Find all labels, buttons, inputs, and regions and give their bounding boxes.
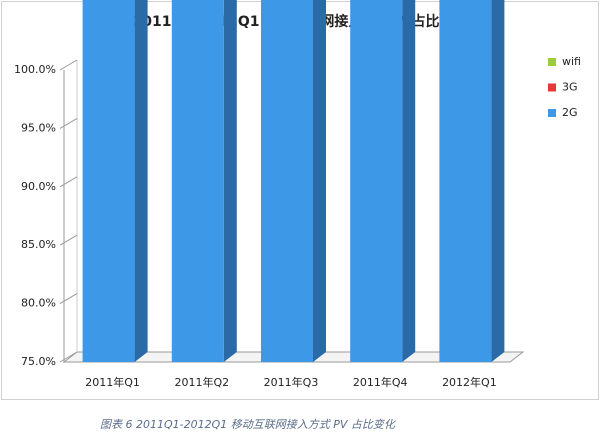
legend-swatch	[548, 58, 556, 66]
bar	[439, 0, 492, 362]
bar	[82, 0, 135, 362]
bar-side	[491, 0, 505, 362]
bar-side	[313, 0, 326, 362]
bar-side	[223, 0, 237, 362]
x-tick-label: 2011年Q4	[353, 375, 408, 389]
y-tick-label: 95.0%	[21, 121, 56, 134]
legend-label: 3G	[562, 81, 578, 94]
y-tick-label: 80.0%	[21, 297, 56, 310]
tick-mark	[59, 117, 78, 129]
x-tick-label: 2012年Q1	[442, 375, 497, 389]
tick-mark	[59, 59, 78, 71]
caption: 图表 6 2011Q1-2012Q1 移动互联网接入方式 PV 占比变化	[100, 418, 397, 431]
legend-label: wifi	[562, 55, 581, 68]
y-tick-label: 100.0%	[14, 63, 56, 76]
tick-mark	[59, 351, 78, 363]
legend-swatch	[548, 83, 556, 92]
legend-swatch	[548, 109, 556, 117]
y-tick-label: 75.0%	[21, 355, 56, 368]
y-tick-label: 90.0%	[21, 180, 56, 193]
y-tick-label: 85.0%	[21, 238, 56, 251]
tick-mark	[59, 234, 78, 246]
bar	[171, 0, 224, 362]
bar	[350, 0, 403, 362]
tick-mark	[59, 293, 78, 305]
tick-mark	[59, 176, 78, 188]
bar	[261, 0, 313, 362]
bar-side	[134, 0, 148, 362]
bar-side	[402, 0, 416, 362]
legend-label: 2G	[562, 106, 578, 119]
x-tick-label: 2011年Q3	[264, 375, 319, 389]
x-tick-label: 2011年Q2	[174, 375, 229, 389]
x-tick-label: 2011年Q1	[85, 375, 140, 389]
